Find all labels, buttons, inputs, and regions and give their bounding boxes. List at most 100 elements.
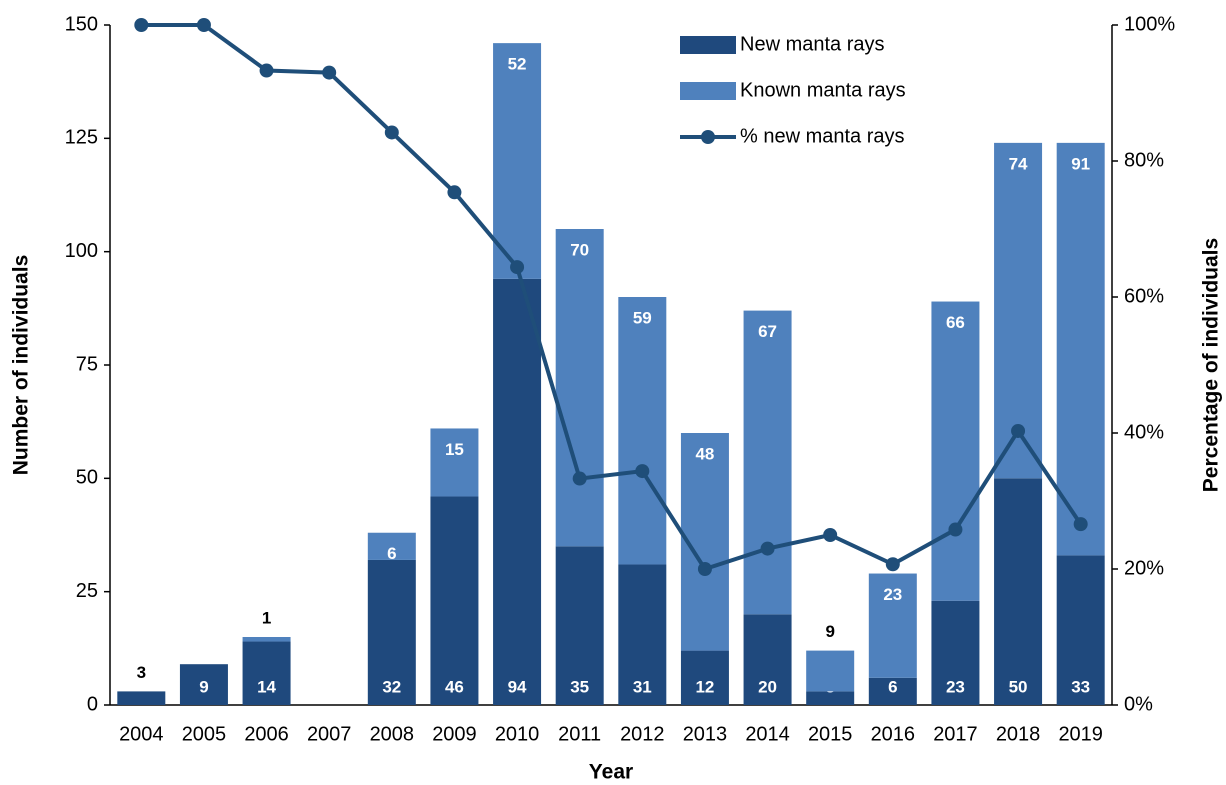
bar [994,142,1043,479]
line-point [760,541,775,556]
legend-label: New manta rays [740,33,885,55]
y-tick-label: 100 [65,240,98,262]
bar [179,664,228,705]
bar [555,229,604,547]
y2-tick-label: 80% [1124,149,1164,171]
bar [806,650,855,692]
x-tick-label: 2012 [620,723,665,745]
bar [242,637,291,642]
x-tick-label: 2013 [683,723,728,745]
bar [868,573,917,678]
y2-tick-label: 0% [1124,693,1153,715]
data-label: 3 [137,663,146,682]
y2-axis-title: Percentage of individuals [1200,238,1223,492]
bar [117,691,166,705]
x-tick-label: 2004 [119,723,164,745]
data-label: 6 [888,677,897,696]
line-point [322,65,337,80]
x-tick-label: 2014 [745,723,790,745]
x-tick-label: 2011 [558,723,601,745]
legend-swatch [701,130,715,144]
line [141,23,1083,572]
line-point [510,260,525,275]
data-label: 66 [946,313,965,332]
data-label: 52 [508,55,527,74]
data-label: 74 [1009,154,1028,173]
bar [618,297,667,565]
x-tick-label: 2018 [996,723,1041,745]
bar [493,43,542,279]
data-label: 9 [199,677,208,696]
data-label: 9 [825,622,834,641]
bar [367,532,416,560]
y2-tick-label: 100% [1124,13,1175,35]
data-label: 15 [445,440,464,459]
bar [868,677,917,705]
legend-swatch [680,82,736,100]
x-tick-label: 2006 [244,723,289,745]
data-label: 12 [695,677,714,696]
x-tick-label: 2015 [808,723,853,745]
data-label: 59 [633,308,652,327]
x-tick-label: 2008 [370,723,415,745]
bar [743,310,792,615]
x-tick-label: 2007 [307,723,352,745]
bar [743,614,792,705]
y-axis-title: Number of individuals [10,255,33,476]
legend-swatch [680,36,736,54]
line-point [384,125,399,140]
bar [493,278,542,705]
line-point [1073,517,1088,532]
data-label: 32 [382,677,401,696]
data-label: 70 [570,240,589,259]
line-point [572,471,587,486]
data-label: 6 [387,544,396,563]
bar [618,564,667,705]
x-axis-title: Year [589,761,633,784]
data-label: 50 [1009,677,1028,696]
y-tick-label: 25 [76,580,98,602]
bar [1056,555,1105,705]
x-tick-label: 2005 [182,723,227,745]
data-label: 33 [1071,677,1090,696]
data-label: 91 [1071,154,1090,173]
data-label: 23 [946,677,965,696]
x-tick-label: 2019 [1058,723,1103,745]
line-point [697,562,712,576]
data-label: 31 [633,677,652,696]
line-point [447,185,462,200]
bar [430,428,479,497]
bar [367,559,416,705]
x-tick-label: 2009 [432,723,477,745]
line-point [823,528,838,542]
line-point [196,18,211,32]
data-label: 14 [257,677,276,696]
line-point [1011,423,1026,438]
bar [1056,142,1105,556]
data-label: 20 [758,677,777,696]
bar [806,691,855,705]
bar [931,600,980,705]
bar [994,478,1043,705]
bar [931,301,980,601]
y-tick-label: 150 [65,13,98,35]
data-label: 23 [883,585,902,604]
bar [680,650,729,705]
bar [555,546,604,705]
line-point [885,557,900,572]
legend-label: % new manta rays [740,125,905,147]
line-point [948,522,963,537]
data-label: 94 [508,677,527,696]
bar [242,641,291,705]
line-point [259,63,274,78]
line-point [635,464,650,479]
data-label: 48 [695,444,714,463]
x-tick-label: 2016 [871,723,916,745]
x-tick-label: 2017 [933,723,978,745]
line-point [134,18,149,32]
data-label: 67 [758,322,777,341]
y-tick-label: 0 [87,693,98,715]
y-tick-label: 75 [76,353,98,375]
y2-tick-label: 60% [1124,285,1164,307]
